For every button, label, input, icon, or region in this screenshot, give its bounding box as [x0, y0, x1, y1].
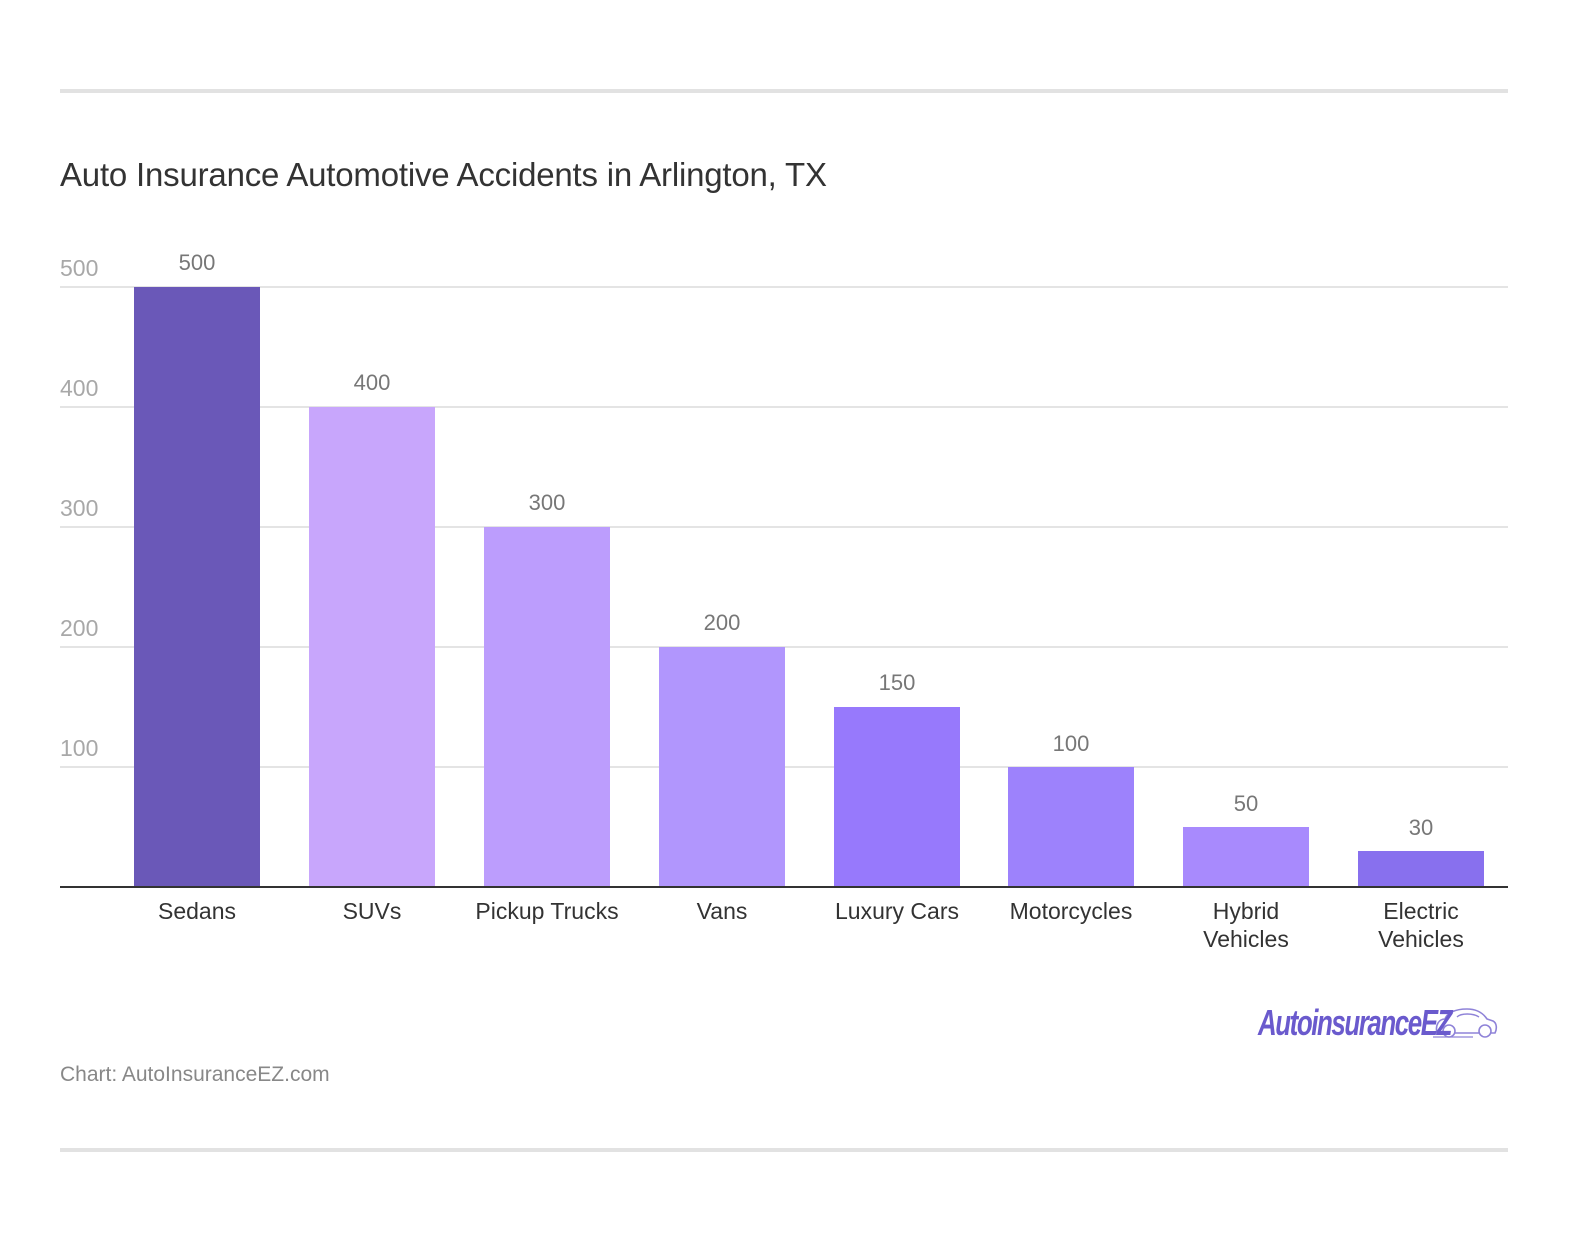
value-label-motorcycles: 100 [1052, 731, 1090, 756]
value-label-luxury-cars: 150 [878, 670, 916, 695]
x-label-motorcycles: Motorcycles [1009, 898, 1133, 924]
bar-sedans[interactable] [134, 287, 260, 887]
chart-source: Chart: AutoInsuranceEZ.com [60, 1063, 330, 1086]
gridline-300 [60, 526, 1508, 528]
x-axis-line [60, 886, 1508, 888]
value-label-sedans: 500 [178, 250, 216, 275]
bar-vans[interactable] [659, 647, 785, 887]
y-tick-400: 400 [60, 375, 99, 401]
y-tick-100: 100 [60, 735, 99, 761]
bar-luxury-cars[interactable] [834, 707, 960, 887]
bottom-divider [60, 1148, 1508, 1152]
plot-area: 500 400 300 200 100 500 400 300 200 150 … [60, 240, 1508, 960]
bar-motorcycles[interactable] [1008, 767, 1134, 887]
value-label-suvs: 400 [353, 370, 391, 395]
value-label-hybrid-vehicles: 50 [1233, 791, 1259, 816]
bar-electric-vehicles[interactable] [1358, 851, 1484, 887]
logo-wordmark: AutoinsuranceEZ [1258, 1002, 1452, 1043]
car-outline-icon [1423, 1003, 1501, 1044]
brand-logo: AutoinsuranceEZ [1258, 1002, 1501, 1044]
x-label-suvs: SUVs [342, 898, 402, 924]
value-label-vans: 200 [703, 610, 741, 635]
y-tick-500: 500 [60, 255, 99, 281]
chart-title: Auto Insurance Automotive Accidents in A… [60, 156, 827, 193]
x-label-sedans: Sedans [157, 898, 236, 924]
value-label-pickup-trucks: 300 [528, 490, 566, 515]
gridline-400 [60, 406, 1508, 408]
top-divider [60, 89, 1508, 93]
bar-suvs[interactable] [309, 407, 435, 887]
x-label-pickup-trucks: Pickup Trucks [475, 898, 619, 924]
x-label-vans: Vans [696, 898, 748, 924]
gridline-500 [60, 286, 1508, 288]
y-tick-200: 200 [60, 615, 99, 641]
x-label-hybrid-vehicles: Hybrid Vehicles [1203, 898, 1289, 952]
x-label-electric-vehicles: Electric Vehicles [1378, 898, 1464, 952]
x-label-luxury-cars: Luxury Cars [835, 898, 959, 924]
y-tick-300: 300 [60, 495, 99, 521]
value-label-electric-vehicles: 30 [1408, 815, 1434, 840]
bar-pickup-trucks[interactable] [484, 527, 610, 887]
bar-hybrid-vehicles[interactable] [1183, 827, 1309, 887]
